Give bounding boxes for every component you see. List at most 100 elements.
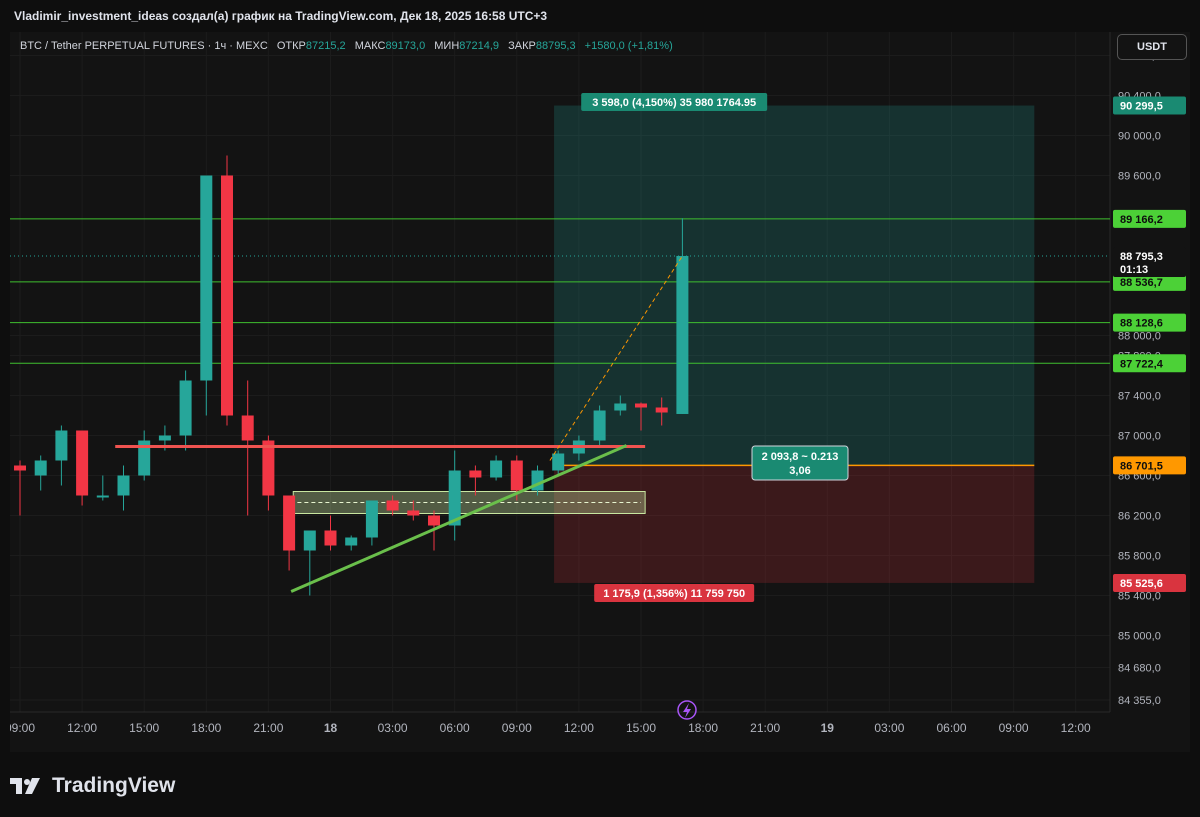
candle-body	[510, 460, 523, 491]
x-tick-label: 09:00	[10, 721, 35, 735]
level-price-badge: 87 722,4	[1120, 358, 1164, 370]
candle-body	[635, 403, 647, 408]
high-label: МАКС	[354, 40, 386, 52]
x-tick-label: 12:00	[67, 721, 97, 735]
last-price-badge-bg	[1113, 246, 1186, 277]
low-value: 87214,9	[459, 40, 500, 52]
level-price-badge: 88 536,7	[1120, 277, 1163, 289]
level-price-badge: 89 166,2	[1120, 214, 1163, 226]
stop-price-badge: 85 525,6	[1120, 578, 1163, 590]
candle-body	[200, 175, 213, 381]
level-price-badge-bg	[1113, 272, 1186, 291]
level-price-badge: 88 128,6	[1120, 318, 1163, 330]
x-tick-label: 09:00	[999, 721, 1029, 735]
candle-body	[303, 530, 316, 551]
ascending-trendline	[290, 444, 628, 593]
candle-body	[324, 530, 337, 546]
target-info-label: 3 598,0 (4,150%) 35 980 1764.95	[592, 97, 756, 109]
entry-price-badge-bg	[1113, 456, 1186, 475]
x-tick-label: 15:00	[129, 721, 159, 735]
candle-body	[428, 515, 440, 526]
open-label: ОТКР	[276, 40, 306, 52]
x-tick-label: 03:00	[874, 721, 904, 735]
x-tick-label: 03:00	[378, 721, 408, 735]
lightning-icon	[683, 703, 691, 718]
target-price-badge: 90 299,5	[1120, 101, 1163, 113]
candle-body	[345, 537, 358, 546]
change-value: +1580,0 (+1,81%)	[584, 40, 673, 52]
y-tick-label: 87 400,0	[1118, 391, 1161, 403]
y-tick-label: 89 600,0	[1118, 171, 1161, 183]
symbol-legend: BTC / Tether PERPETUAL FUTURES · 1ч · ME…	[20, 40, 673, 52]
x-tick-label: 21:00	[750, 721, 780, 735]
y-tick-label: 85 800,0	[1118, 551, 1161, 563]
y-tick-label: 85 400,0	[1118, 591, 1161, 603]
target-info-label-bg	[581, 93, 768, 111]
last-price-badge-countdown: 01:13	[1120, 264, 1148, 276]
low-label: МИН	[434, 40, 460, 52]
target-price-badge-bg	[1113, 96, 1186, 115]
tradingview-logo-icon	[10, 778, 40, 794]
y-tick-label: 85 000,0	[1118, 631, 1161, 643]
candle-body	[365, 500, 378, 538]
tradingview-footer: TradingView	[10, 770, 175, 802]
candle-body	[117, 475, 130, 496]
candle-body	[386, 500, 399, 511]
candle-body	[96, 495, 109, 498]
risk-reward-label: 3,06	[789, 465, 810, 477]
close-value: 88795,3	[535, 40, 576, 52]
currency-button[interactable]: USDT	[1117, 34, 1187, 60]
position-center-label-bg	[751, 445, 849, 481]
candlestick-chart[interactable]: 3 598,0 (4,150%) 35 980 1764.95 1 175,9 (…	[10, 32, 1190, 752]
stop-info-label: 1 175,9 (1,356%) 11 759 750	[603, 588, 745, 600]
chart-area[interactable]: 3 598,0 (4,150%) 35 980 1764.95 1 175,9 (…	[10, 32, 1190, 752]
y-tick-label: 87 000,0	[1118, 431, 1161, 443]
price-axis	[1110, 32, 1190, 752]
candle-body	[221, 175, 233, 416]
x-tick-label: 06:00	[936, 721, 966, 735]
candle-body	[448, 470, 461, 526]
open-value: 87215,2	[305, 40, 346, 52]
candle-body	[490, 460, 503, 478]
y-tick-label: 86 200,0	[1118, 511, 1161, 523]
entry-price-badge: 86 701,5	[1120, 460, 1163, 472]
candle-body	[76, 430, 89, 496]
loss-zone	[554, 465, 1035, 583]
x-tick-label: 18:00	[688, 721, 718, 735]
candle-body	[138, 440, 151, 476]
brand-name: TradingView	[52, 774, 176, 797]
attribution-bar: Vladimir_investment_ideas создал(а) граф…	[0, 0, 1200, 32]
y-tick-label: 88 000,0	[1118, 331, 1161, 343]
candle-body	[552, 453, 565, 471]
level-price-badge-bg	[1113, 209, 1186, 228]
x-tick-label: 15:00	[626, 721, 656, 735]
candle-body	[676, 255, 689, 414]
y-tick-label: 84 680,0	[1118, 663, 1161, 675]
candle-body	[158, 435, 171, 441]
y-tick-label: 84 355,0	[1118, 695, 1161, 707]
stop-price-badge-bg	[1113, 573, 1186, 592]
candle-body	[55, 430, 68, 461]
x-tick-label: 18	[324, 721, 338, 735]
candle-body	[262, 440, 275, 496]
candle-body	[614, 403, 627, 411]
candle-body	[469, 470, 482, 478]
x-tick-label: 21:00	[253, 721, 283, 735]
projection-line	[549, 255, 683, 461]
x-tick-label: 12:00	[564, 721, 594, 735]
x-tick-label: 12:00	[1061, 721, 1091, 735]
stop-info-label-bg	[594, 584, 755, 602]
x-tick-label: 19	[821, 721, 835, 735]
high-value: 89173,0	[385, 40, 426, 52]
candle-body	[179, 380, 192, 436]
x-tick-label: 09:00	[502, 721, 532, 735]
candle-body	[593, 410, 606, 441]
x-tick-label: 06:00	[440, 721, 470, 735]
candle-body	[283, 495, 296, 551]
candle-body	[14, 465, 26, 471]
x-tick-label: 18:00	[191, 721, 221, 735]
candle-body	[655, 407, 668, 413]
last-price-badge: 88 795,3	[1120, 251, 1163, 263]
symbol-title: BTC / Tether PERPETUAL FUTURES · 1ч · ME…	[20, 40, 268, 52]
candle-body	[241, 415, 254, 441]
